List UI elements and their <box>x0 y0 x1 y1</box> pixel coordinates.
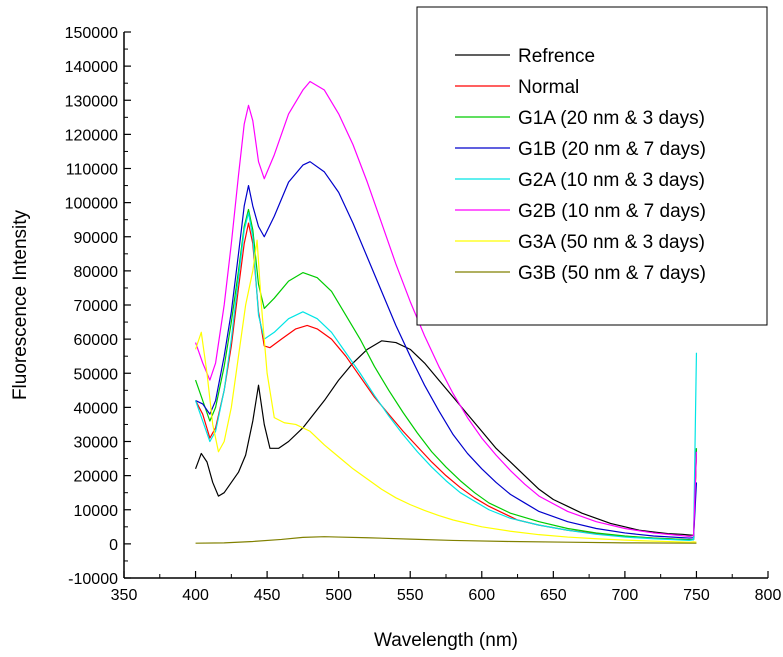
y-tick-label: 120000 <box>65 127 118 144</box>
y-tick-label: -10000 <box>68 571 118 588</box>
x-tick-label: 550 <box>397 587 424 604</box>
series-line-3 <box>194 208 698 541</box>
series-line-5 <box>194 212 698 542</box>
y-tick-label: 80000 <box>74 264 119 281</box>
legend-label: G2B (10 nm & 7 days) <box>518 201 706 222</box>
y-tick-label: 70000 <box>74 298 119 315</box>
y-tick-label: 40000 <box>74 400 119 417</box>
ticks-layer: 350 400 450 500 550 600 650 700 750 800 -10000 0 100… <box>65 25 782 604</box>
y-tick-label: 0 <box>109 537 118 554</box>
y-tick-label: 90000 <box>74 230 119 247</box>
y-tick-label: 100000 <box>65 196 118 213</box>
legend-label: Refrence <box>518 46 595 67</box>
y-tick-label: 30000 <box>74 435 119 452</box>
x-tick-label: 400 <box>182 587 209 604</box>
x-tick-label: 600 <box>468 587 495 604</box>
y-tick-label: 110000 <box>66 162 118 179</box>
x-tick-label: 700 <box>612 587 639 604</box>
legend-label: Normal <box>518 77 579 98</box>
y-tick-label: 50000 <box>74 366 119 383</box>
x-tick-label: 500 <box>325 587 352 604</box>
series-line-8 <box>195 536 697 544</box>
series-line-1 <box>194 340 698 536</box>
legend-label: G3A (50 nm & 3 days) <box>518 232 705 253</box>
x-tick-label: 650 <box>540 587 567 604</box>
series-line-7 <box>194 239 697 543</box>
y-tick-label: 150000 <box>65 25 118 42</box>
y-tick-label: 140000 <box>65 59 118 76</box>
y-tick-label: 20000 <box>74 469 119 486</box>
x-tick-label: 350 <box>111 587 138 604</box>
y-axis-title: Fluorescence Intensity <box>10 209 31 400</box>
x-tick-label: 750 <box>683 587 710 604</box>
x-tick-label: 800 <box>755 587 782 604</box>
y-tick-label: 60000 <box>74 332 119 349</box>
y-tick-label: 130000 <box>65 93 118 110</box>
series-line-4 <box>195 161 698 539</box>
series-layer <box>194 80 698 544</box>
x-tick-label: 450 <box>254 587 281 604</box>
x-axis-title: Wavelength (nm) <box>374 630 518 651</box>
legend-label: G3B (50 nm & 7 days) <box>518 263 706 284</box>
legend-label: G1A (20 nm & 3 days) <box>518 108 705 129</box>
legend-label: G2A (10 nm & 3 days) <box>518 170 705 191</box>
series-line-6 <box>194 80 698 537</box>
y-tick-label: 10000 <box>74 503 119 520</box>
legend-label: G1B (20 nm & 7 days) <box>518 139 706 160</box>
legend: Refrence Normal G1A (20 nm & 3 days) G1B (2… <box>416 6 768 326</box>
